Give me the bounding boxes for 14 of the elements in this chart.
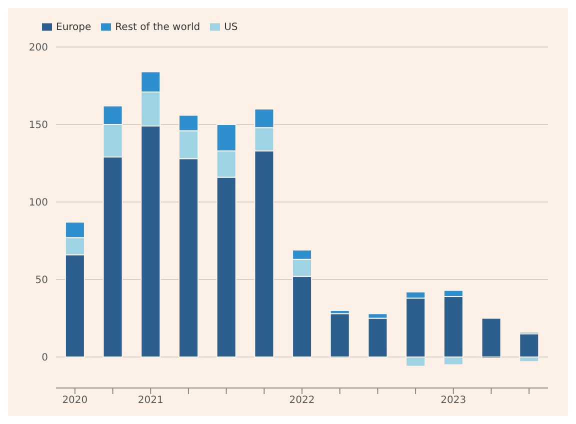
legend-label: Europe: [56, 22, 92, 33]
x-tick-label: 2021: [138, 395, 164, 406]
y-tick-label: 0: [42, 352, 48, 364]
bar: [481, 318, 502, 358]
x-tick-label: 2023: [440, 395, 466, 406]
bar: [330, 313, 350, 358]
legend-label: Rest of the world: [115, 22, 200, 33]
legend-label: US: [224, 22, 238, 33]
y-tick-label: 200: [28, 42, 48, 54]
x-tick-label: 2022: [289, 395, 315, 406]
y-tick-label: 150: [28, 120, 48, 132]
y-tick-label: 100: [28, 198, 48, 209]
y-tick-label: 50: [35, 275, 48, 286]
x-tick-label: 2020: [62, 395, 88, 406]
